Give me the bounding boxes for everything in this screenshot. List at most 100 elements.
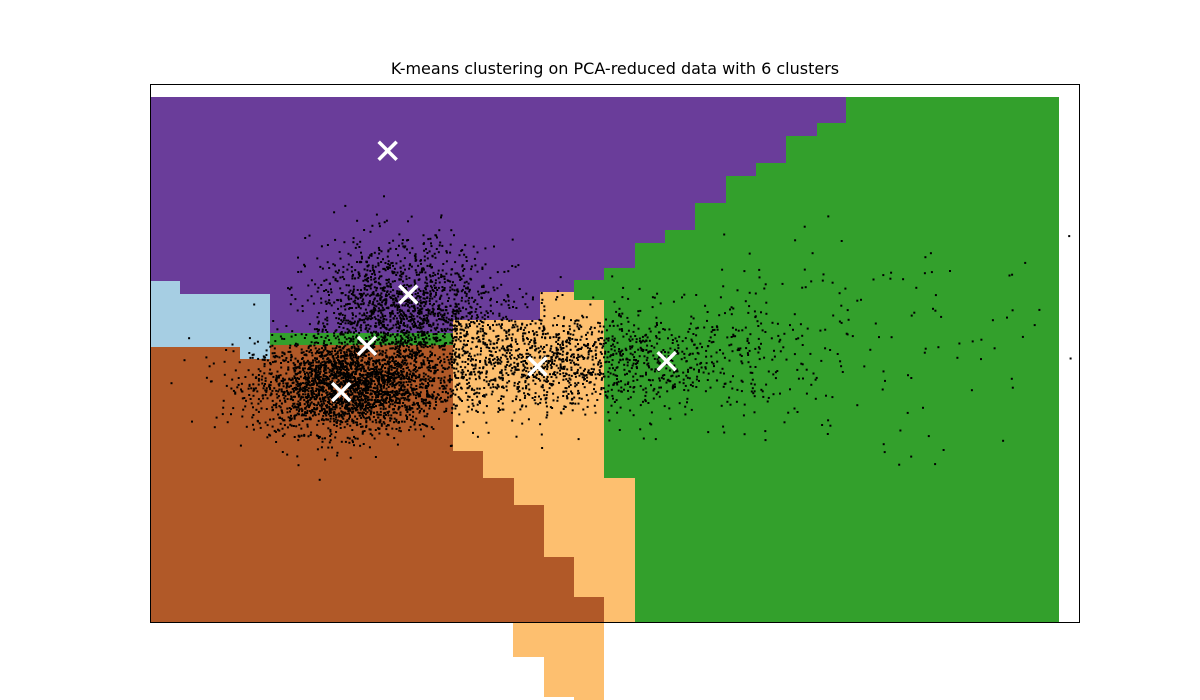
data-point: [287, 416, 290, 419]
data-point: [271, 406, 274, 409]
data-point: [338, 269, 340, 272]
data-point: [521, 387, 524, 390]
data-point: [366, 416, 369, 419]
data-point: [366, 340, 369, 343]
data-point: [450, 273, 453, 276]
data-point: [371, 344, 374, 347]
data-point: [323, 290, 326, 292]
data-point: [559, 346, 562, 349]
data-point: [387, 250, 390, 253]
data-point: [375, 370, 378, 372]
data-point: [436, 289, 439, 291]
data-point: [244, 376, 247, 378]
data-point: [395, 262, 398, 265]
data-point: [367, 396, 370, 399]
data-point: [373, 360, 376, 363]
data-point: [470, 321, 473, 324]
data-point: [326, 358, 329, 361]
data-point: [393, 421, 395, 424]
data-point: [377, 371, 380, 374]
data-point: [351, 373, 353, 376]
data-point: [414, 293, 417, 295]
data-point: [299, 382, 302, 385]
data-point: [317, 419, 320, 422]
data-point: [343, 356, 346, 359]
data-point: [348, 380, 351, 382]
data-point: [317, 437, 320, 439]
data-point: [399, 352, 402, 355]
data-point: [222, 399, 225, 402]
data-point: [377, 401, 380, 403]
data-point: [362, 373, 365, 376]
data-point: [506, 346, 509, 349]
data-point: [390, 399, 393, 401]
data-point: [324, 354, 327, 357]
data-point: [288, 346, 291, 349]
data-point: [334, 279, 337, 282]
data-point: [342, 377, 345, 379]
data-point: [508, 364, 511, 367]
data-point: [394, 360, 397, 363]
data-point: [356, 362, 359, 365]
data-point: [398, 392, 401, 395]
data-point: [394, 371, 397, 374]
data-point: [327, 378, 330, 381]
data-point: [671, 385, 674, 388]
data-point: [432, 271, 435, 274]
data-point: [383, 308, 386, 311]
data-point: [445, 316, 448, 319]
data-point: [443, 376, 446, 379]
data-point: [431, 255, 434, 258]
data-point: [365, 426, 368, 429]
data-point: [313, 411, 316, 414]
data-point: [282, 385, 285, 388]
data-point: [313, 413, 316, 416]
data-point: [365, 315, 368, 318]
data-point: [433, 380, 436, 383]
data-point: [412, 411, 415, 414]
data-point: [392, 303, 395, 306]
data-point: [368, 335, 371, 338]
data-point: [346, 328, 349, 331]
data-point: [398, 405, 401, 408]
data-point: [391, 294, 394, 297]
data-point: [406, 341, 409, 344]
data-point: [455, 303, 458, 306]
data-point: [382, 399, 385, 402]
data-point: [307, 382, 310, 385]
data-point: [544, 333, 547, 335]
data-point: [394, 363, 397, 366]
data-point: [413, 388, 416, 391]
data-point: [585, 394, 588, 397]
data-point: [322, 349, 325, 352]
data-point: [413, 403, 416, 406]
data-point: [466, 350, 469, 353]
data-point: [314, 414, 317, 417]
data-point: [308, 234, 311, 237]
data-point: [245, 425, 248, 428]
data-point: [454, 272, 457, 275]
data-point: [647, 402, 650, 404]
data-point: [384, 370, 387, 373]
data-point: [341, 313, 344, 316]
data-point: [323, 381, 326, 384]
data-point: [457, 355, 460, 358]
data-point: [396, 271, 399, 274]
data-point: [310, 397, 313, 400]
data-point: [348, 408, 350, 411]
data-point: [394, 401, 397, 404]
data-point: [340, 377, 343, 380]
data-point: [334, 391, 337, 394]
data-point: [405, 367, 408, 370]
data-point: [392, 356, 395, 359]
data-point: [422, 289, 425, 292]
data-point: [464, 291, 467, 294]
data-point: [381, 353, 384, 356]
data-point: [325, 343, 328, 346]
data-point: [373, 297, 376, 300]
data-point: [326, 323, 329, 326]
data-point: [522, 332, 525, 335]
data-point: [422, 340, 425, 343]
data-point: [521, 323, 524, 326]
data-point: [478, 338, 481, 341]
